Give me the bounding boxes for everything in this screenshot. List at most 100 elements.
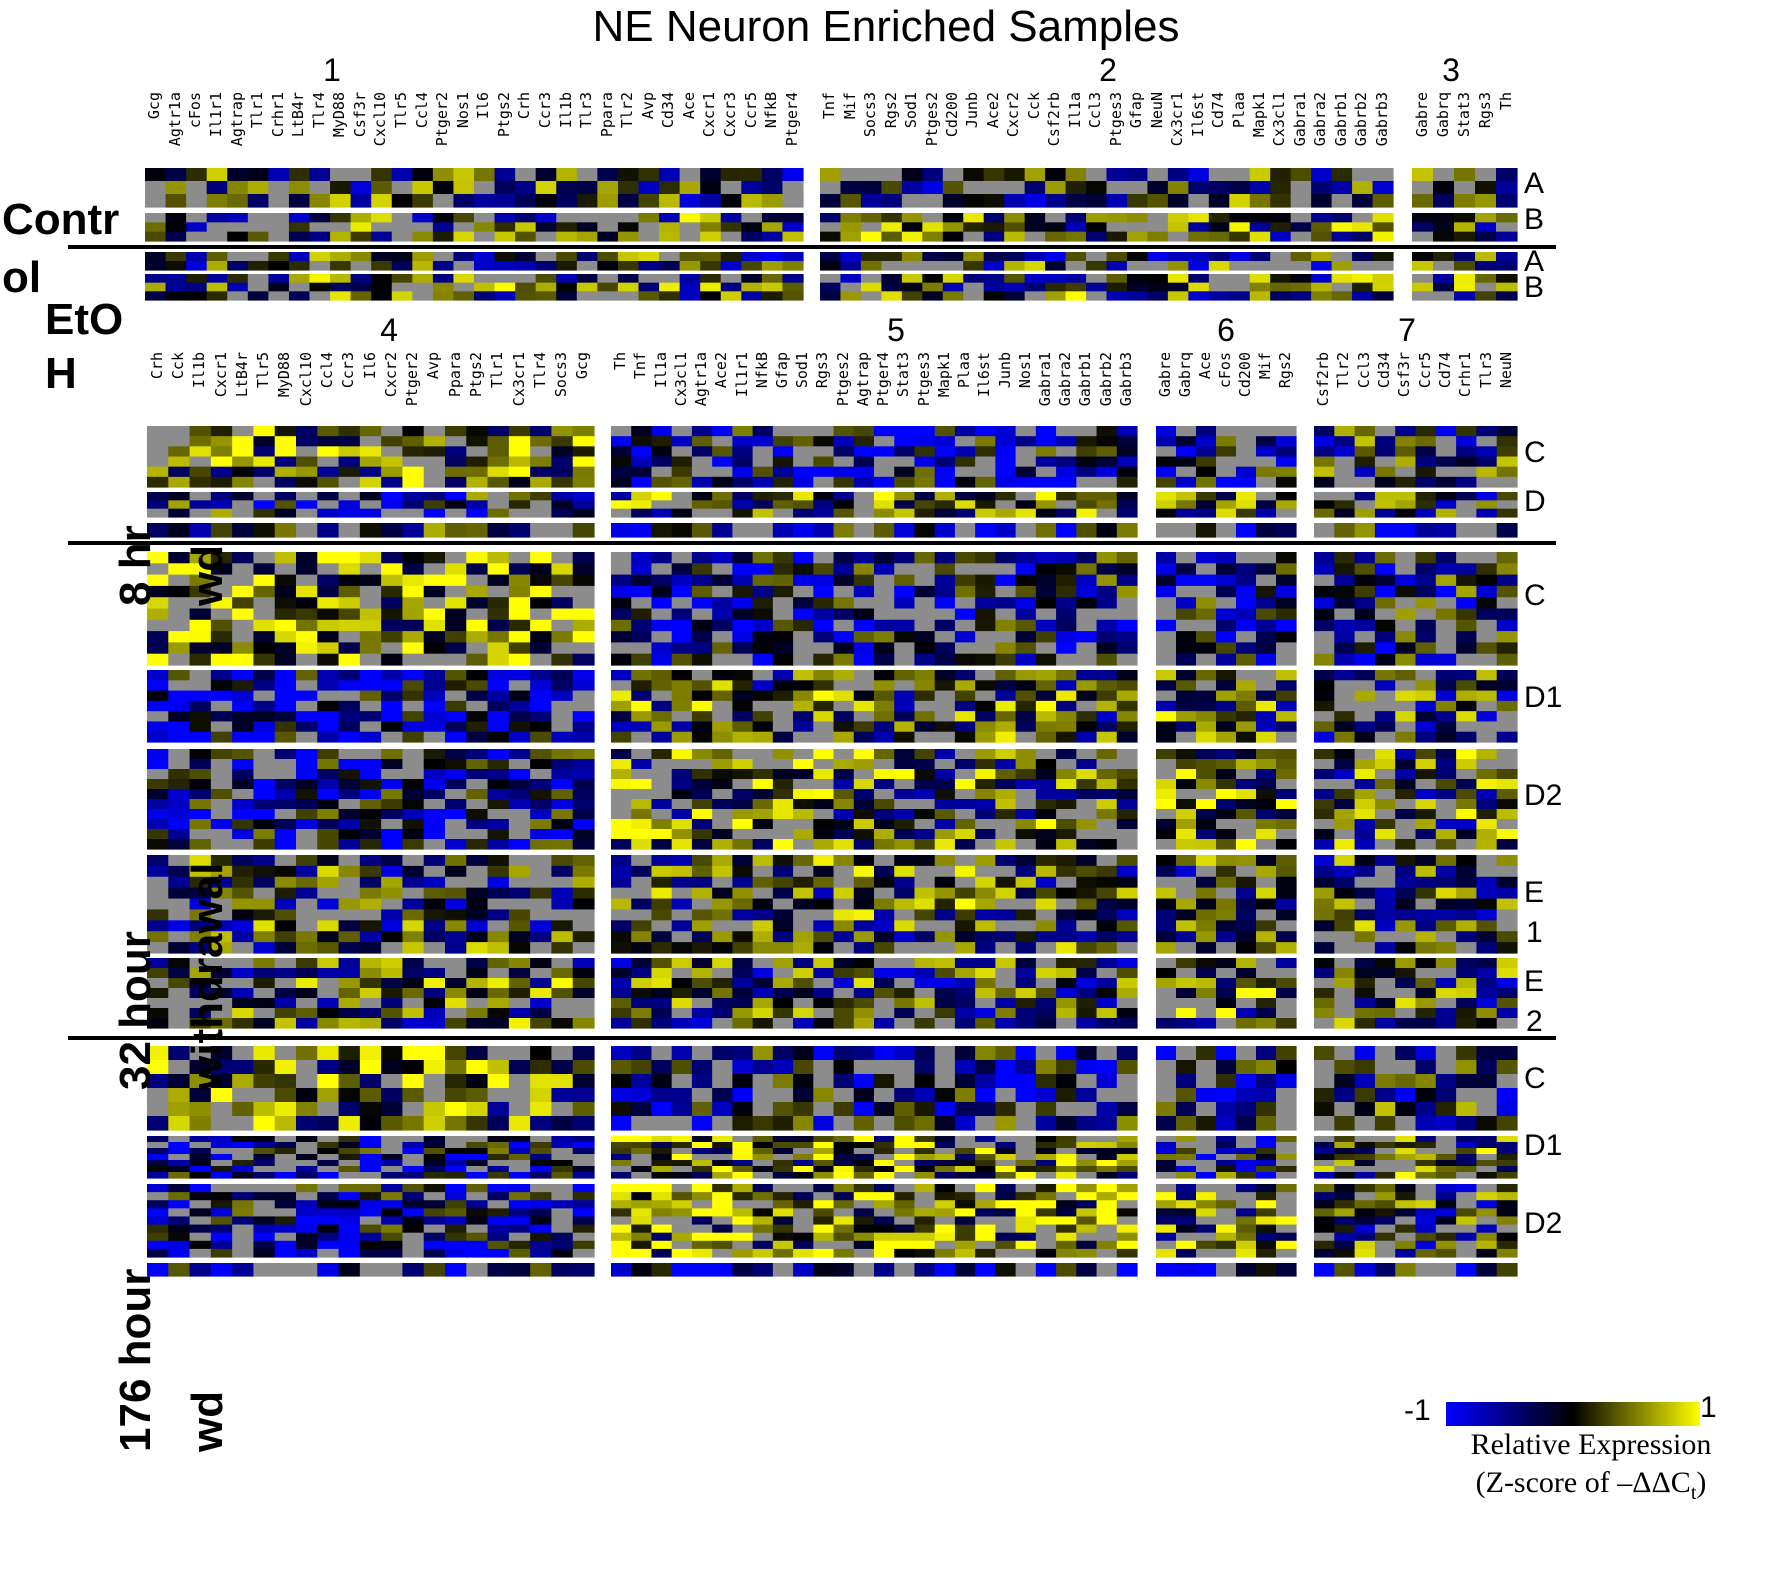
heatmap-block-cell: [1004, 194, 1026, 208]
heatmap-block-cell: [1433, 231, 1455, 242]
heatmap-block-cell: [551, 1088, 574, 1103]
heatmap-block-cell: [631, 608, 653, 621]
heatmap-block-cell: [671, 839, 693, 850]
heatmap-block-cell: [508, 931, 531, 943]
heatmap-block-cell: [168, 631, 191, 643]
heatmap-block-cell: [530, 446, 553, 458]
heatmap-block-cell: [732, 476, 754, 488]
heatmap-block-cell: [874, 1046, 895, 1061]
heatmap-block-cell: [617, 181, 640, 195]
heatmap-block-cell: [1476, 887, 1498, 900]
heatmap-block-cell: [466, 690, 489, 702]
heatmap-block-cell: [253, 711, 276, 723]
heatmap-block-cell: [145, 282, 167, 292]
heatmap-block-cell: [1096, 466, 1118, 478]
heatmap-block-cell: [1076, 456, 1098, 468]
heatmap-block-cell: [671, 1154, 693, 1161]
heatmap-block-cell: [551, 608, 574, 621]
heatmap-block-cell: [1314, 721, 1335, 733]
heatmap-block-cell: [752, 492, 774, 501]
heatmap-block-cell: [772, 492, 794, 501]
heatmap-block-cell: [466, 789, 489, 800]
heatmap-block-cell: [147, 670, 169, 681]
heatmap-block-cell: [691, 597, 713, 610]
heatmap-block-cell: [1015, 500, 1037, 510]
heatmap-block-cell: [189, 779, 212, 790]
heatmap-block-cell: [381, 898, 404, 911]
heatmap-block-cell: [1334, 721, 1356, 733]
heatmap-block-cell: [1035, 855, 1057, 867]
heatmap-block-cell: [253, 1136, 276, 1143]
heatmap-block-cell: [712, 829, 733, 840]
heatmap-block-cell: [1395, 563, 1417, 576]
heatmap-block-cell: [423, 436, 446, 447]
heatmap-block-cell: [1196, 819, 1217, 830]
heatmap-block-cell: [617, 261, 640, 271]
heatmap-block-cell: [210, 839, 233, 850]
heatmap-block-cell: [530, 1102, 553, 1117]
heatmap-block-cell: [189, 909, 212, 921]
heatmap-block-cell: [551, 789, 574, 800]
heatmap-block-cell: [147, 978, 169, 989]
heatmap-block-cell: [1314, 920, 1335, 932]
heatmap-block-cell: [954, 968, 976, 979]
heatmap-block-cell: [631, 563, 653, 576]
heatmap-block-cell: [572, 855, 595, 867]
heatmap-block-cell: [874, 1088, 895, 1103]
heatmap-block-cell: [338, 700, 361, 712]
heatmap-block-cell: [1354, 552, 1376, 564]
heatmap-block-cell: [189, 1116, 212, 1131]
heatmap-block-cell: [210, 1018, 233, 1029]
heatmap-block-cell: [1395, 426, 1417, 437]
heatmap-block-cell: [1435, 670, 1457, 681]
heatmap-block-cell: [1475, 231, 1497, 242]
heatmap-block-cell: [423, 876, 446, 889]
heatmap-block-cell: [1476, 968, 1498, 979]
heatmap-block-cell: [853, 690, 875, 702]
heatmap-block-cell: [423, 700, 446, 712]
heatmap-block-cell: [1395, 500, 1417, 510]
heatmap-block-cell: [934, 446, 956, 458]
heatmap-block-cell: [975, 563, 996, 576]
heatmap-block-cell: [423, 942, 446, 954]
heatmap-block-cell: [813, 642, 835, 655]
heatmap-block-cell: [572, 1154, 595, 1161]
heatmap-block-cell: [631, 680, 653, 692]
heatmap-block-cell: [338, 799, 361, 810]
heatmap-block-cell: [1395, 1172, 1417, 1179]
heatmap-block-cell: [1236, 809, 1257, 820]
heatmap-block-cell: [253, 500, 276, 510]
heatmap-block-cell: [274, 653, 297, 666]
heatmap-block-cell: [1334, 574, 1356, 587]
heatmap-block-cell: [813, 819, 835, 830]
heatmap-block-cell: [1116, 721, 1138, 733]
heatmap-block-cell: [833, 809, 855, 820]
heatmap-block-cell: [894, 492, 916, 501]
heatmap-block-cell: [813, 920, 835, 932]
heatmap-block-cell: [381, 466, 404, 478]
heatmap-block-cell: [671, 436, 693, 447]
heatmap-block-cell: [954, 809, 976, 820]
heatmap-block-cell: [466, 446, 489, 458]
heatmap-block-cell: [1229, 181, 1251, 195]
heatmap-block-cell: [1056, 508, 1077, 518]
heatmap-block-cell: [1065, 181, 1087, 195]
heatmap-block-cell: [1476, 1142, 1498, 1149]
heatmap-block-cell: [232, 958, 255, 969]
heatmap-block-cell: [914, 1172, 936, 1179]
heatmap-block-cell: [631, 1142, 653, 1149]
heatmap-block-cell: [253, 898, 276, 911]
heatmap-block-cell: [530, 476, 553, 488]
heatmap-block-cell: [1415, 436, 1437, 447]
heatmap-block-cell: [1096, 988, 1118, 999]
heatmap-block-cell: [611, 1102, 632, 1117]
heatmap-block-cell: [445, 1102, 467, 1117]
heatmap-block-cell: [551, 978, 574, 989]
heatmap-block-cell: [168, 769, 191, 780]
heatmap-block-cell: [1216, 942, 1237, 954]
heatmap-block-cell: [359, 476, 382, 488]
heatmap-block-cell: [712, 978, 733, 989]
heatmap-block-cell: [494, 252, 516, 262]
heatmap-block-cell: [671, 700, 693, 712]
heatmap-block-cell: [954, 552, 976, 564]
